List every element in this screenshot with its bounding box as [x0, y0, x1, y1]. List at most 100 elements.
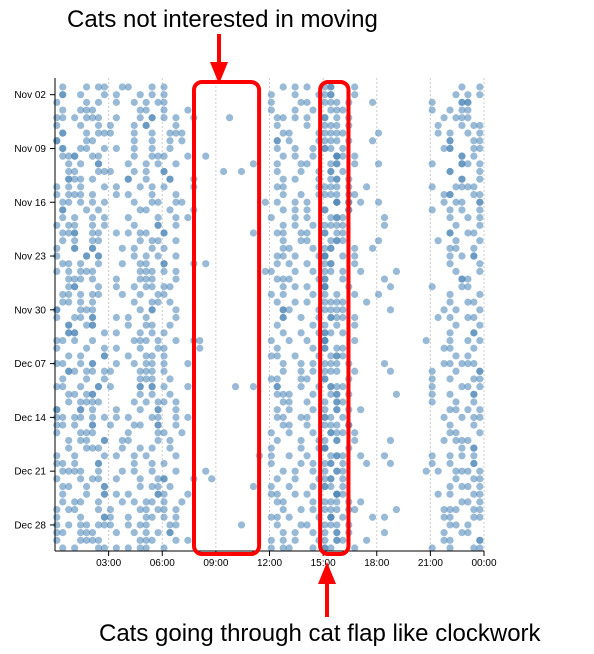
data-point — [154, 475, 162, 483]
data-point — [148, 459, 156, 468]
data-point — [94, 260, 103, 268]
data-point — [321, 290, 329, 299]
data-point — [71, 114, 79, 122]
data-point — [118, 436, 126, 445]
data-point — [172, 121, 180, 130]
data-point — [470, 329, 478, 337]
data-point — [446, 229, 454, 237]
data-point — [339, 467, 347, 475]
data-point — [291, 529, 299, 537]
data-point — [88, 275, 97, 283]
data-point — [297, 360, 305, 368]
data-point — [53, 406, 61, 414]
data-point — [154, 344, 162, 352]
data-point — [160, 229, 168, 237]
data-point — [112, 283, 120, 291]
x-tick-label: 03:00 — [96, 558, 121, 569]
data-point — [142, 206, 150, 214]
data-point — [476, 190, 484, 199]
data-point — [321, 475, 329, 483]
data-point — [279, 229, 287, 237]
data-point — [368, 244, 377, 252]
data-point — [309, 459, 317, 468]
data-point — [333, 98, 341, 106]
data-point — [464, 275, 472, 283]
data-point — [172, 198, 180, 206]
data-point — [446, 536, 454, 544]
data-point — [464, 114, 472, 122]
data-point — [172, 306, 180, 314]
data-point — [100, 352, 109, 360]
data-point — [339, 229, 347, 237]
data-point — [77, 175, 85, 183]
data-point — [333, 298, 341, 306]
data-point — [333, 237, 341, 245]
data-point — [452, 352, 460, 360]
data-point — [130, 152, 138, 160]
data-point — [136, 475, 144, 483]
data-point — [440, 505, 448, 514]
data-point — [464, 313, 472, 322]
annotation-bottom-arrow-head — [318, 562, 336, 584]
data-point — [71, 214, 79, 222]
data-point — [321, 298, 329, 306]
data-point — [446, 260, 454, 268]
data-point — [148, 536, 156, 544]
data-point — [458, 498, 466, 506]
data-point — [339, 482, 347, 491]
data-point — [130, 283, 138, 291]
data-point — [279, 183, 287, 191]
data-point — [124, 544, 132, 552]
data-point — [100, 367, 109, 375]
data-point — [130, 252, 138, 260]
data-point — [446, 336, 454, 345]
data-point — [59, 290, 67, 299]
data-point — [273, 344, 281, 352]
data-point — [172, 114, 180, 122]
data-point — [65, 390, 73, 398]
data-point — [273, 383, 281, 391]
data-point — [291, 214, 299, 222]
data-point — [88, 298, 97, 306]
data-point — [82, 129, 91, 137]
data-point — [100, 329, 109, 337]
data-point — [279, 275, 287, 283]
data-point — [470, 544, 478, 552]
data-point — [166, 175, 174, 183]
data-point — [279, 252, 287, 260]
data-point — [285, 137, 293, 145]
data-point — [476, 467, 484, 475]
data-point — [374, 129, 383, 137]
data-point — [172, 452, 180, 460]
data-point — [452, 398, 460, 406]
data-point — [440, 198, 448, 206]
data-point — [178, 498, 186, 506]
data-point — [303, 283, 311, 291]
data-point — [339, 459, 347, 468]
data-point — [65, 160, 73, 168]
data-point — [452, 183, 460, 191]
data-point — [65, 505, 73, 514]
data-point — [178, 198, 186, 206]
data-point — [77, 313, 85, 322]
data-point — [53, 336, 61, 345]
data-point — [327, 544, 335, 552]
data-point — [297, 505, 305, 514]
data-point — [267, 106, 275, 114]
data-point — [428, 459, 436, 468]
data-point — [88, 390, 97, 398]
data-point — [327, 244, 335, 252]
data-point — [333, 529, 341, 537]
data-point — [291, 114, 299, 122]
data-point — [470, 137, 478, 145]
data-point — [464, 229, 472, 237]
data-point — [94, 459, 103, 468]
data-point — [279, 290, 287, 299]
data-point — [88, 398, 97, 406]
data-point — [446, 329, 454, 337]
data-point — [368, 98, 377, 106]
data-point — [94, 114, 103, 122]
data-point — [71, 229, 79, 237]
data-point — [321, 229, 329, 237]
data-point — [154, 221, 162, 229]
